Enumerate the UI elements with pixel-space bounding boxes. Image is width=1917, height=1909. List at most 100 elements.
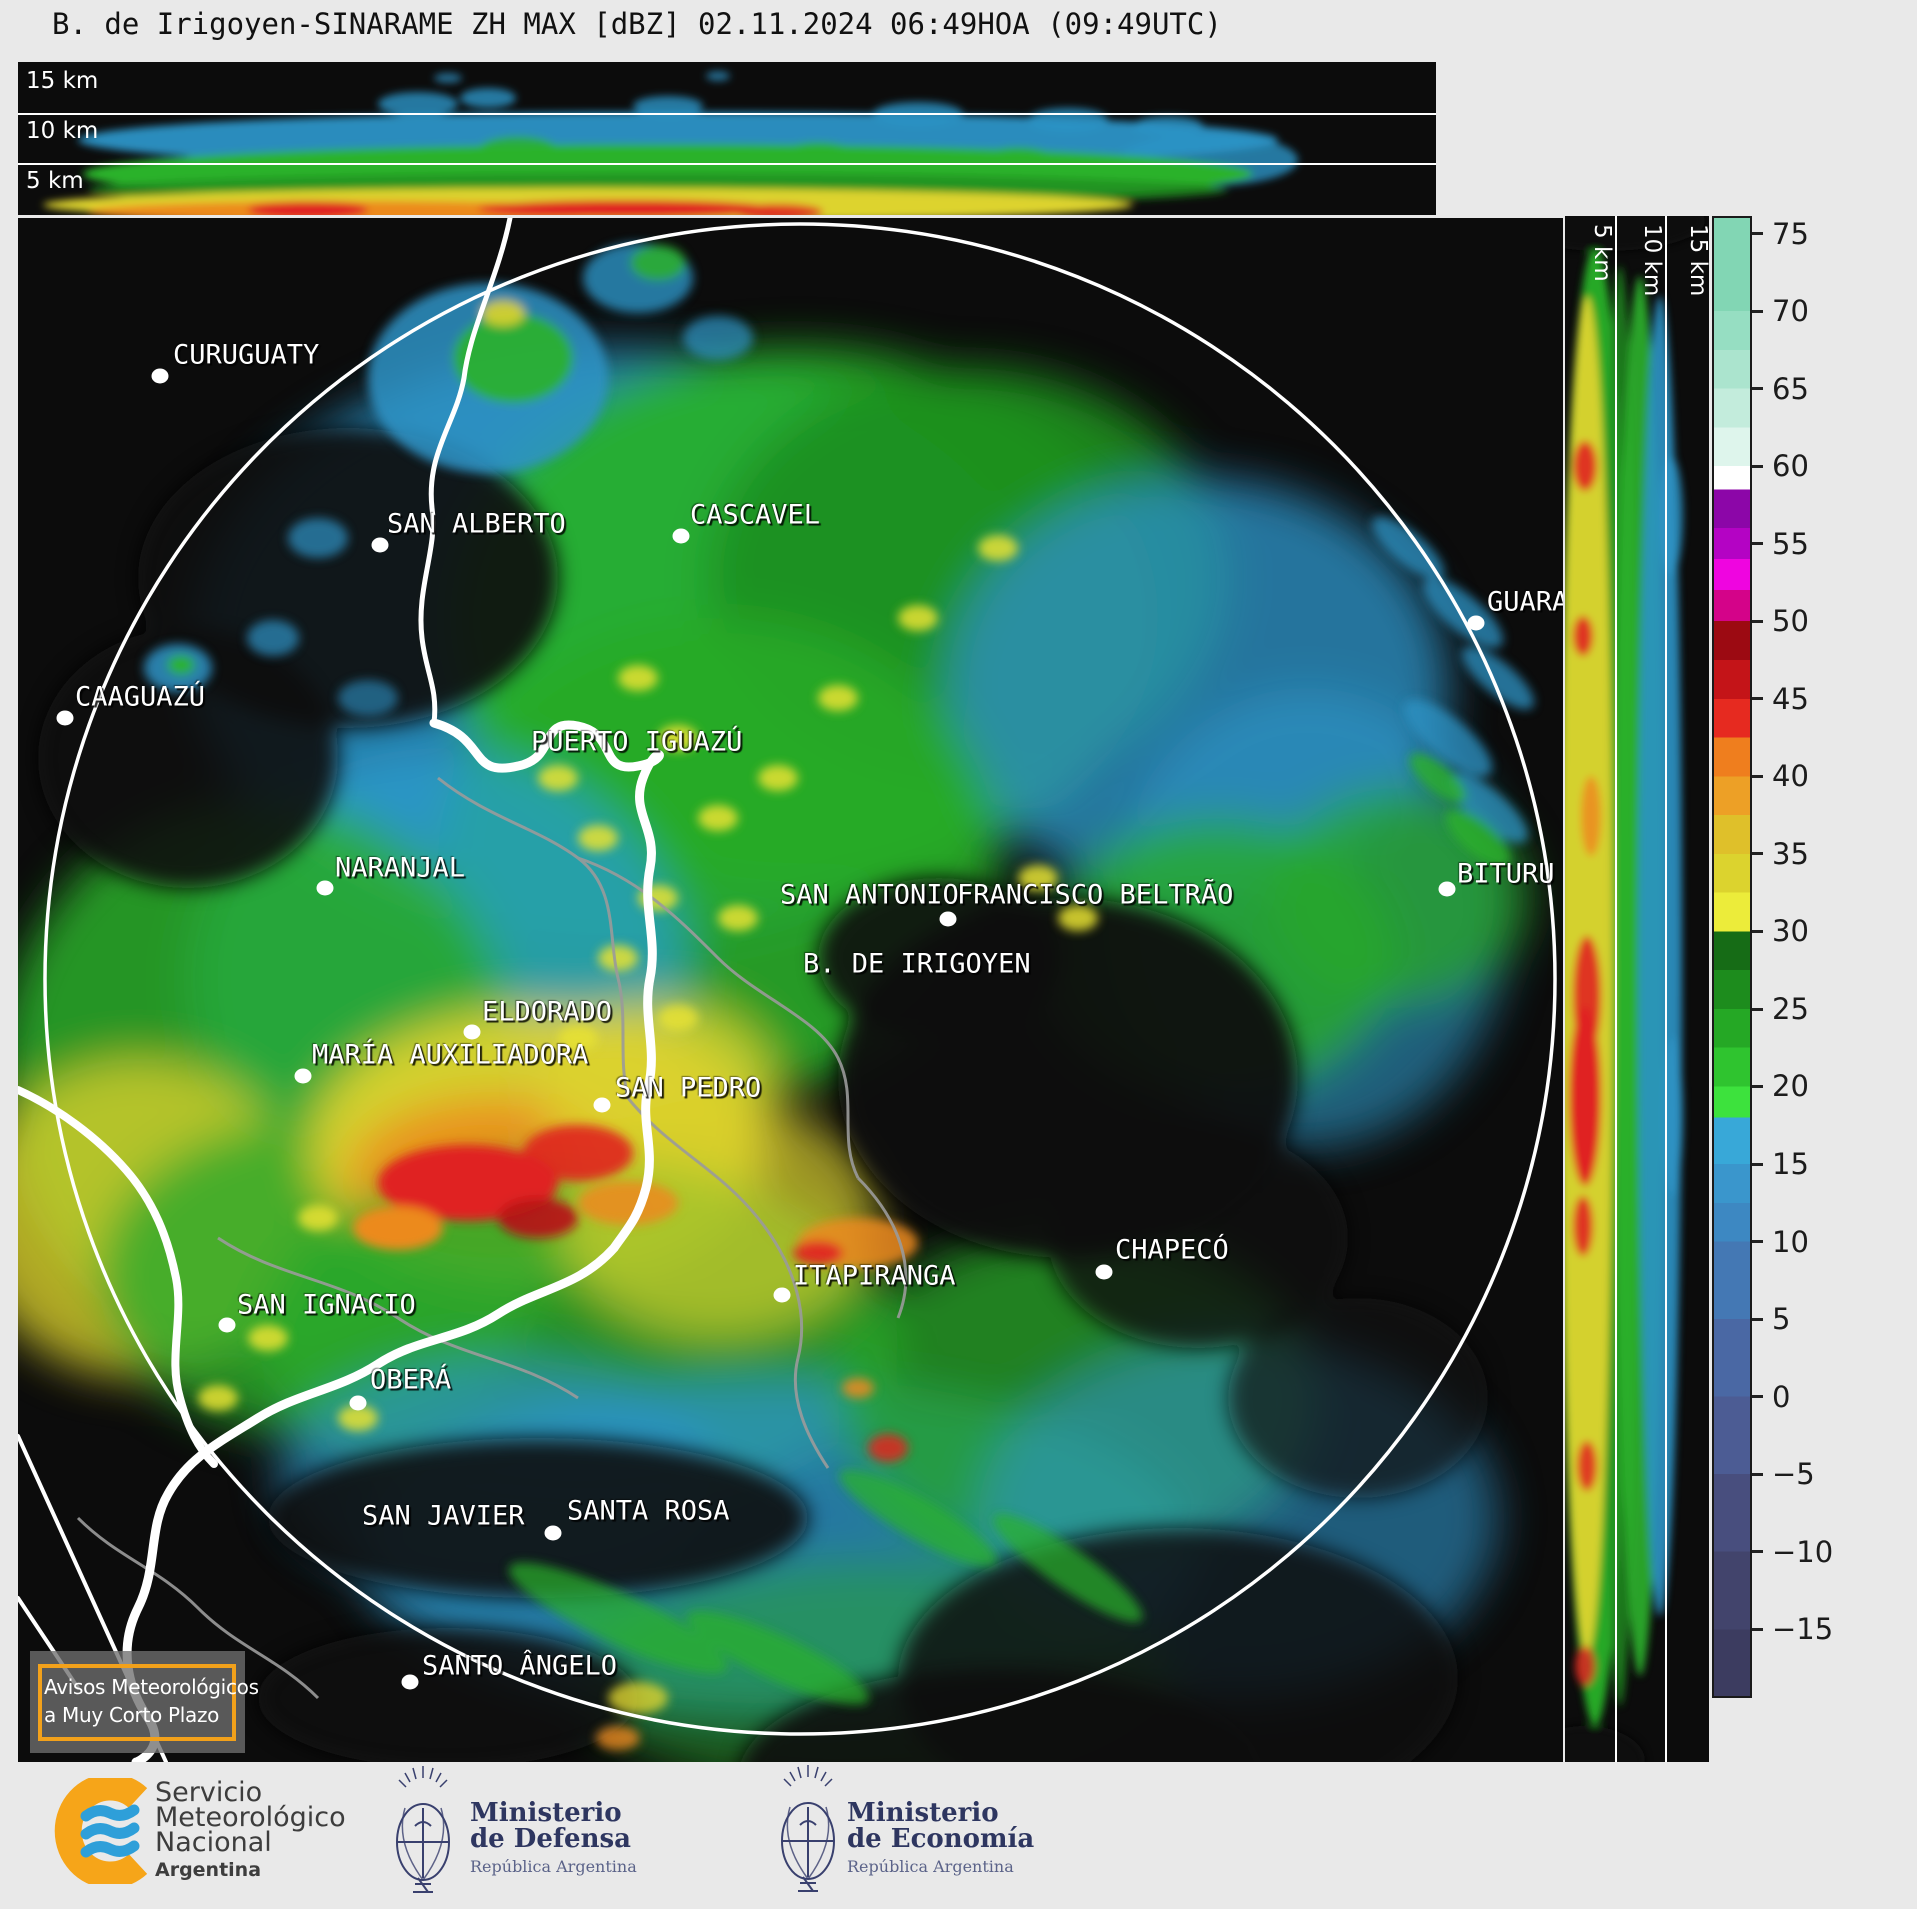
city-dot <box>1095 1264 1113 1280</box>
right-cross-section-echoes <box>1565 216 1709 1762</box>
city-dot <box>1438 881 1456 897</box>
colorbar-tick: 10 <box>1750 1225 1809 1259</box>
city-dot <box>773 1287 791 1303</box>
colorbar-tick: 5 <box>1750 1302 1790 1336</box>
city-dot <box>371 537 389 553</box>
smn-logo-waves-icon <box>80 1804 140 1858</box>
warning-box[interactable]: Avisos Meteorológicos a Muy Corto Plazo <box>30 1651 259 1753</box>
city-label: SAN IGNACIO <box>237 1289 416 1321</box>
height-label: 5 km <box>1589 224 1615 282</box>
city-dot <box>294 1068 312 1084</box>
city-label: PUERTO IGUAZÚ <box>531 726 743 758</box>
warning-box-text: Avisos Meteorológicos a Muy Corto Plazo <box>44 1675 259 1727</box>
colorbar-tick: 20 <box>1750 1069 1809 1103</box>
colorbar-tick: 25 <box>1750 992 1809 1026</box>
colorbar-tick: 0 <box>1750 1380 1790 1414</box>
city-label: GUARA <box>1487 586 1563 618</box>
height-label: 15 km <box>1685 224 1711 297</box>
city-label: CURUGUATY <box>173 339 320 371</box>
radar-map: CURUGUATY SAN ALBERTO CAAGUAZÚ CASCAVEL GUAR… <box>18 218 1563 1762</box>
coat-of-arms-icon <box>385 1764 461 1908</box>
city-label: CAAGUAZÚ <box>75 681 206 713</box>
city-dot <box>1467 615 1485 631</box>
range-ring <box>43 222 1557 1736</box>
city-dot <box>463 1024 481 1040</box>
echo-cores-and-cells <box>144 243 1534 1750</box>
smn-logo-c-icon <box>54 1773 148 1889</box>
city-label: SANTA ROSA <box>567 1495 730 1527</box>
city-dot <box>672 528 690 544</box>
colorbar-tick: −10 <box>1750 1535 1833 1569</box>
height-label: 15 km <box>26 68 99 94</box>
city-label: CASCAVEL <box>690 499 821 531</box>
colorbar-tick: −5 <box>1750 1457 1815 1491</box>
page-title: B. de Irigoyen-SINARAME ZH MAX [dBZ] 02.… <box>52 7 1222 41</box>
city-label: SANTO ÂNGELO <box>422 1650 618 1682</box>
city-dot <box>218 1317 236 1333</box>
echo-clear-holes <box>38 428 1488 1762</box>
rivers <box>18 218 664 1762</box>
height-gridline-10km <box>1665 216 1667 1762</box>
ministry-name-line: Ministerio <box>470 1798 622 1828</box>
city-label: SAN JAVIER <box>362 1500 525 1532</box>
height-gridline-5km <box>18 163 1436 165</box>
top-cross-section-echoes <box>18 62 1436 215</box>
right-cross-section-panel: 5 km 10 km 15 km <box>1565 216 1711 1762</box>
city-dot <box>349 1395 367 1411</box>
warning-box-border <box>38 1664 236 1741</box>
ministry-name-line: Ministerio <box>847 1798 999 1828</box>
colorbar: 75 70 65 60 55 50 45 40 35 30 25 20 15 10 5 0 −5 −10 −15 <box>1712 216 1833 1698</box>
city-dot <box>401 1674 419 1690</box>
height-label: 10 km <box>26 118 99 144</box>
city-label: MARÍA AUXILIADORA <box>312 1039 589 1071</box>
colorbar-tick: 35 <box>1750 837 1809 871</box>
smn-wordmark: Servicio Meteorológico Nacional Argentin… <box>155 1777 346 1881</box>
coat-of-arms-icon <box>770 1763 846 1907</box>
ministry-name-line: de Economía <box>847 1824 1035 1854</box>
city-label: B. DE IRIGOYEN <box>803 948 1031 980</box>
smn-name-line: Meteorológico <box>155 1802 346 1833</box>
city-label: CHAPECÓ <box>1115 1234 1229 1266</box>
colorbar-tick: 55 <box>1750 527 1809 561</box>
city-label: ITAPIRANGA <box>793 1260 956 1292</box>
height-gridline-5km <box>1615 216 1617 1762</box>
city-dot <box>939 911 957 927</box>
city-label: SAN ALBERTO <box>387 508 566 540</box>
ministry-subtitle: República Argentina <box>847 1857 1014 1876</box>
smn-logo <box>52 1773 152 1889</box>
colorbar-tick: 15 <box>1750 1147 1809 1181</box>
ministry-subtitle: República Argentina <box>470 1857 637 1876</box>
city-label: NARANJAL <box>335 852 466 884</box>
top-cross-section-panel: 15 km 10 km 5 km <box>18 62 1436 215</box>
city-dot <box>316 880 334 896</box>
smn-name-line: Nacional <box>155 1827 272 1858</box>
city-dot <box>544 1525 562 1541</box>
colorbar-tick: 75 <box>1750 217 1809 251</box>
city-label: SAN ANTONIO <box>780 879 959 911</box>
colorbar-tick: 45 <box>1750 682 1809 716</box>
colorbar-tick: 50 <box>1750 604 1809 638</box>
height-gridline-10km <box>18 113 1436 115</box>
city-label: SAN PEDRO <box>615 1072 762 1104</box>
smn-country: Argentina <box>155 1859 262 1881</box>
height-label: 10 km <box>1639 224 1665 297</box>
city-label: BITURU <box>1457 858 1555 890</box>
city-dot <box>593 1097 611 1113</box>
colorbar-tick: 65 <box>1750 372 1809 406</box>
height-label: 5 km <box>26 168 84 194</box>
ministry-defensa: Ministerio de Defensa República Argentin… <box>470 1800 637 1876</box>
colorbar-tick: −15 <box>1750 1612 1833 1646</box>
ministry-economia: Ministerio de Economía República Argenti… <box>847 1800 1034 1876</box>
city-dot <box>56 710 74 726</box>
city-dot <box>151 368 169 384</box>
colorbar-tick: 60 <box>1750 449 1809 483</box>
colorbar-tick: 40 <box>1750 759 1809 793</box>
city-label: ELDORADO <box>482 996 613 1028</box>
colorbar-tick: 70 <box>1750 294 1809 328</box>
ministry-name-line: de Defensa <box>470 1824 631 1854</box>
colorbar-tick: 30 <box>1750 914 1809 948</box>
smn-name-line: Servicio <box>155 1777 263 1808</box>
city-label: FRANCISCO BELTRÃO <box>957 879 1234 911</box>
city-label: OBERÁ <box>370 1364 452 1396</box>
